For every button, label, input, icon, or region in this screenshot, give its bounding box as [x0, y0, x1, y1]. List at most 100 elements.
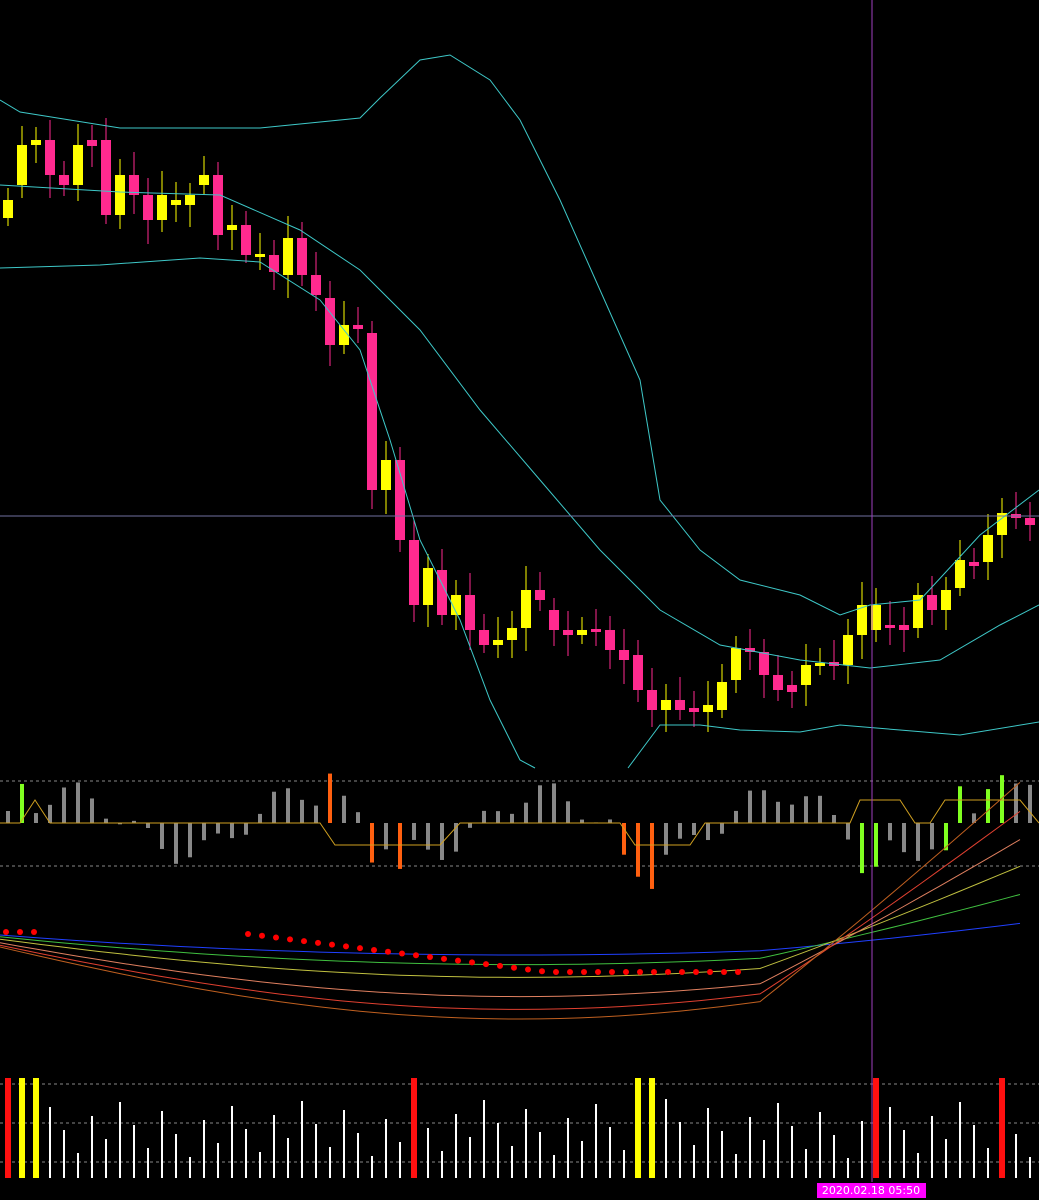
volume-bar: [273, 1115, 275, 1178]
volume-bar: [581, 1141, 583, 1178]
candle-body: [325, 298, 335, 345]
signal-dot: [735, 969, 741, 975]
signal-dot: [511, 964, 517, 971]
volume-bar: [679, 1122, 681, 1178]
ma-line: [0, 922, 1021, 956]
candle-body: [997, 513, 1007, 535]
volume-bar: [77, 1153, 79, 1178]
osc-bar: [650, 823, 654, 889]
signal-dot: [455, 957, 461, 964]
volume-bar: [19, 1078, 25, 1178]
osc-bar: [468, 823, 472, 828]
osc-bar: [552, 783, 556, 823]
osc-bar: [314, 805, 318, 823]
candle-body: [857, 605, 867, 635]
osc-bar: [104, 818, 108, 823]
candle-body: [31, 140, 41, 145]
volume-bar: [147, 1148, 149, 1178]
osc-bar: [440, 823, 444, 860]
volume-bar: [63, 1130, 65, 1178]
volume-panel: [0, 1078, 1039, 1178]
osc-bar: [118, 823, 122, 825]
signal-dot: [259, 932, 265, 939]
candle-body: [563, 630, 573, 635]
candle-body: [885, 625, 895, 628]
volume-bar: [315, 1124, 317, 1178]
volume-bar: [959, 1102, 961, 1178]
osc-bar: [6, 811, 10, 823]
candle-body: [171, 200, 181, 205]
osc-bar: [1000, 775, 1004, 823]
signal-dot: [469, 959, 475, 966]
volume-bar: [693, 1145, 695, 1178]
candle-body: [409, 540, 419, 605]
volume-bar: [873, 1078, 879, 1178]
osc-bar: [510, 813, 514, 823]
signal-dot: [441, 955, 447, 962]
signal-dot: [525, 966, 531, 973]
volume-bar: [987, 1148, 989, 1178]
signal-dot: [721, 969, 727, 975]
volume-bar: [329, 1147, 331, 1178]
volume-bar: [259, 1152, 261, 1178]
candle-body: [647, 690, 657, 710]
osc-bar: [160, 823, 164, 849]
osc-bar: [720, 823, 724, 834]
candle-body: [465, 595, 475, 630]
volume-bar: [497, 1123, 499, 1178]
osc-bar: [692, 823, 696, 836]
volume-bar: [119, 1102, 121, 1178]
volume-bar: [791, 1126, 793, 1178]
volume-bar: [553, 1155, 555, 1178]
cursor-time-label: 2020.02.18 05:50: [822, 1184, 920, 1197]
candle-body: [87, 140, 97, 146]
volume-bar: [357, 1133, 359, 1178]
ma-line: [0, 894, 1021, 966]
signal-dot: [623, 969, 629, 975]
osc-bar: [678, 823, 682, 839]
band-lower2: [627, 721, 1039, 769]
candle-body: [549, 610, 559, 630]
ma-line: [0, 865, 1021, 978]
signal-dot: [301, 938, 307, 945]
volume-bar: [399, 1142, 401, 1178]
signal-dot: [329, 941, 335, 948]
osc-bar: [846, 823, 850, 840]
volume-bar: [623, 1150, 625, 1178]
osc-bar: [496, 811, 500, 823]
osc-bar: [48, 804, 52, 823]
osc-bar: [216, 823, 220, 834]
volume-bar: [999, 1078, 1005, 1178]
volume-bar: [105, 1139, 107, 1178]
candle-body: [185, 195, 195, 205]
candle-body: [899, 625, 909, 630]
candle-body: [59, 175, 69, 185]
volume-bar: [889, 1107, 891, 1178]
ma-line: [0, 782, 1021, 1020]
candle-body: [45, 140, 55, 175]
volume-bar: [973, 1125, 975, 1178]
signal-dot: [31, 929, 37, 935]
candle-body: [493, 640, 503, 645]
candle-body: [773, 675, 783, 690]
candle-body: [17, 145, 27, 185]
osc-bar: [34, 813, 38, 823]
volume-bar: [441, 1151, 443, 1178]
osc-bar: [482, 810, 486, 823]
volume-bar: [301, 1101, 303, 1178]
candle-body: [129, 175, 139, 195]
candle-body: [605, 630, 615, 650]
signal-dot: [273, 934, 279, 941]
osc-bar: [790, 804, 794, 823]
osc-bar: [636, 823, 640, 877]
band-lower: [0, 257, 536, 769]
osc-bar: [426, 823, 430, 850]
signal-dot: [483, 961, 489, 968]
osc-bar: [860, 823, 864, 874]
volume-bar: [833, 1135, 835, 1178]
moving-averages-panel: [0, 782, 1021, 1020]
volume-bar: [539, 1132, 541, 1178]
volume-bar: [483, 1100, 485, 1178]
osc-bar: [874, 823, 878, 867]
osc-bar: [888, 823, 892, 841]
